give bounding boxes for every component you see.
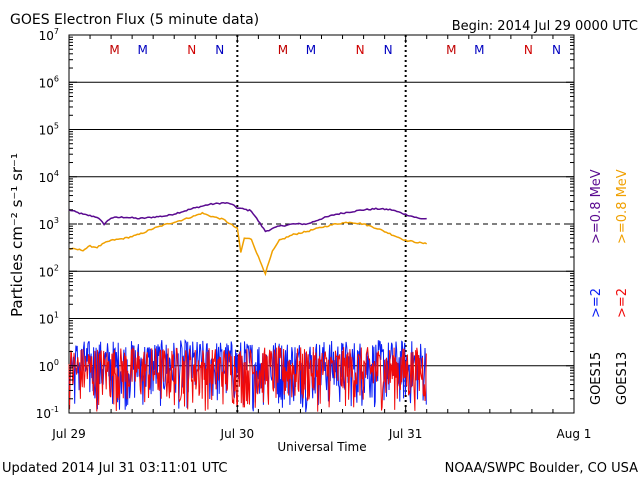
legend-goes15-label: GOES15 bbox=[589, 352, 604, 405]
begin-time-label: Begin: 2014 Jul 29 0000 UTC bbox=[452, 19, 638, 34]
day-marker-N: N bbox=[215, 43, 224, 57]
legend-goes15-08mev: >=0.8 MeV bbox=[589, 169, 604, 244]
y-axis-label-text: Particles cm⁻² s⁻¹ sr⁻¹ bbox=[8, 153, 26, 317]
day-marker-N: N bbox=[187, 43, 196, 57]
day-marker-M: M bbox=[278, 43, 288, 57]
legend-goes13-label: GOES13 bbox=[615, 352, 630, 405]
updated-timestamp: Updated 2014 Jul 31 03:11:01 UTC bbox=[2, 461, 227, 476]
chart-title: GOES Electron Flux (5 minute data) bbox=[10, 12, 259, 28]
day-marker-M: M bbox=[474, 43, 484, 57]
series-line bbox=[68, 211, 428, 277]
day-marker-M: M bbox=[137, 43, 147, 57]
legend-goes13-08mev: >=0.8 MeV bbox=[615, 169, 630, 244]
legend: GOES15 GOES13 >=2 >=2 >=0.8 MeV >=0.8 Me… bbox=[589, 169, 630, 405]
series-line bbox=[68, 345, 427, 412]
y-tick-label: 101 bbox=[39, 311, 59, 327]
day-marker-N: N bbox=[552, 43, 561, 57]
x-tick-label: Aug 1 bbox=[557, 427, 592, 441]
series-line bbox=[68, 201, 427, 233]
series-group bbox=[68, 201, 428, 413]
legend-goes13-2mev: >=2 bbox=[615, 288, 630, 318]
y-tick-label: 10-1 bbox=[36, 405, 59, 421]
day-boundary-lines bbox=[236, 35, 407, 413]
x-tick-label: Jul 31 bbox=[388, 427, 423, 441]
legend-goes15-2mev: >=2 bbox=[589, 288, 604, 318]
y-tick-label: 103 bbox=[39, 216, 59, 232]
x-tick-label: Jul 30 bbox=[220, 427, 255, 441]
y-tick-label: 100 bbox=[39, 358, 59, 374]
y-tick-label: 106 bbox=[39, 74, 59, 90]
x-axis-ticks: Jul 29 Jul 30 Jul 31 Aug 1 bbox=[51, 35, 591, 441]
y-axis-ticks: 10-1 100 101 102 103 104 105 106 107 bbox=[36, 27, 574, 421]
day-marker-N: N bbox=[524, 43, 533, 57]
series-line bbox=[68, 338, 427, 413]
y-tick-label: 107 bbox=[39, 27, 59, 43]
day-marker-N: N bbox=[356, 43, 365, 57]
day-marker-M: M bbox=[446, 43, 456, 57]
x-tick-label: Jul 29 bbox=[51, 427, 86, 441]
x-axis-label: Universal Time bbox=[277, 440, 366, 454]
y-tick-label: 102 bbox=[39, 263, 59, 279]
svg-text:Particles cm⁻² s⁻¹ sr⁻¹: Particles cm⁻² s⁻¹ sr⁻¹ bbox=[8, 153, 26, 317]
day-marker-M: M bbox=[109, 43, 119, 57]
y-tick-label: 105 bbox=[39, 122, 59, 138]
y-axis-label: Particles cm⁻² s⁻¹ sr⁻¹ bbox=[8, 153, 26, 317]
day-marker-M: M bbox=[306, 43, 316, 57]
noaa-credit: NOAA/SWPC Boulder, CO USA bbox=[445, 461, 638, 476]
day-marker-N: N bbox=[384, 43, 393, 57]
y-tick-label: 104 bbox=[39, 169, 59, 185]
